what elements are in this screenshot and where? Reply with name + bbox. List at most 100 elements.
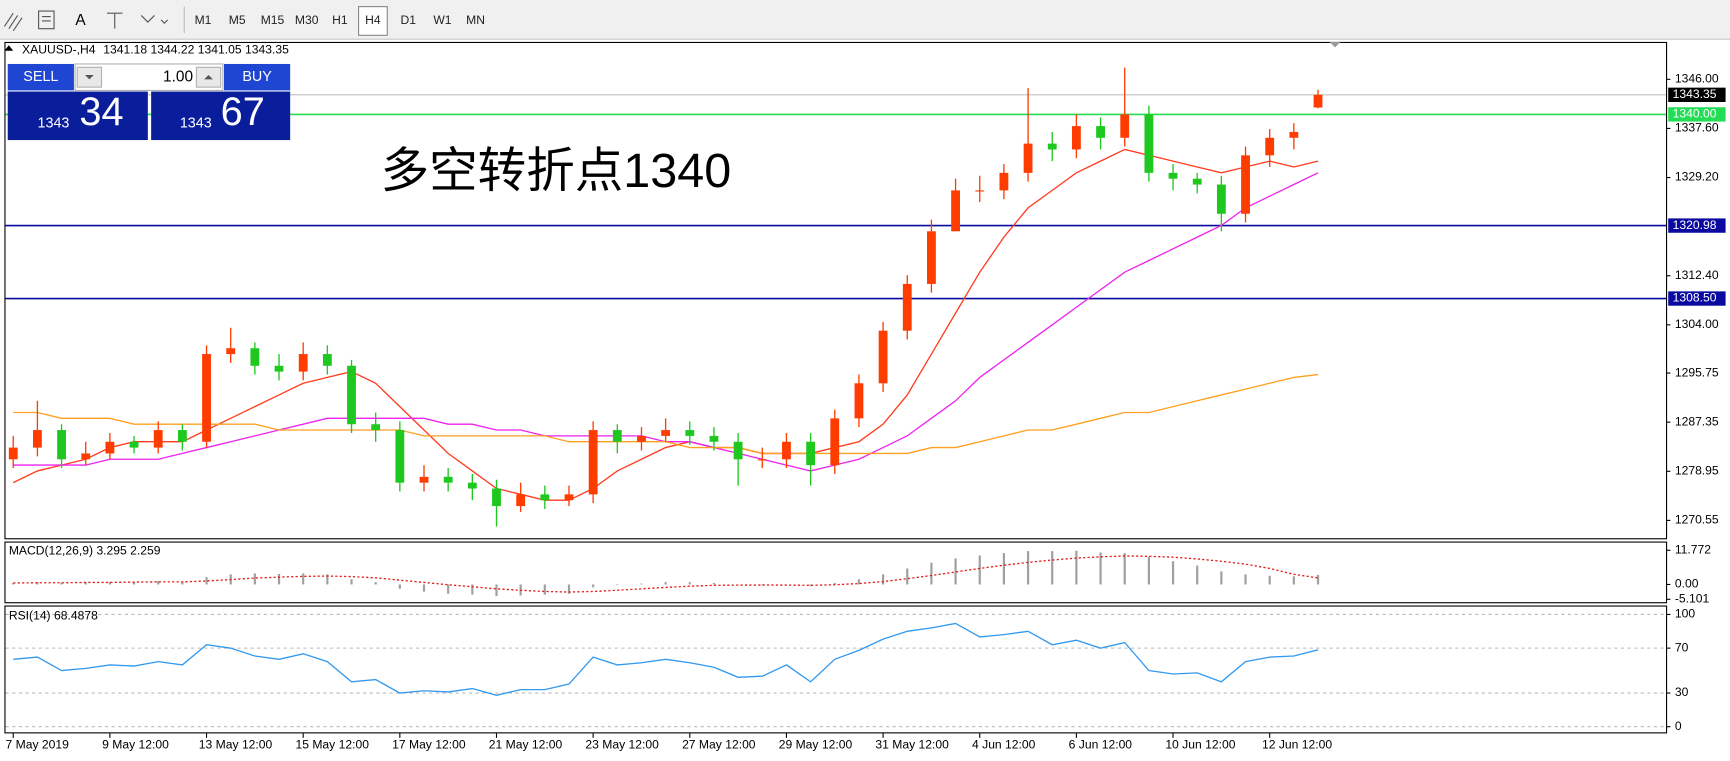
timeframe-button[interactable]: M30	[295, 13, 319, 27]
y-tick-label: 0.00	[1675, 577, 1699, 591]
price-label: 1343.35	[1673, 87, 1717, 101]
candle-body	[902, 283, 912, 331]
header-close: 1343.35	[245, 43, 289, 57]
symbol: XAUUSD-,H4	[22, 43, 96, 57]
x-tick-label: 7 May 2019	[6, 738, 70, 752]
candle-body	[806, 441, 816, 466]
candle-body	[492, 488, 501, 507]
timeframe-button[interactable]: W1	[433, 13, 451, 27]
y-tick-label: 1270.55	[1675, 513, 1719, 527]
x-tick-label: 15 May 12:00	[295, 738, 369, 752]
candle-body	[709, 435, 719, 442]
candle-body	[975, 190, 985, 192]
x-tick-label: 31 May 12:00	[875, 738, 949, 752]
level-label-box	[1668, 107, 1726, 122]
candle-body	[1216, 184, 1226, 214]
timeframe-button[interactable]: M5	[229, 13, 246, 27]
chart-header: XAUUSD-,H4 1341.18 1344.22 1341.05 1343.…	[22, 43, 289, 57]
timeframe-button[interactable]: H4	[365, 13, 381, 27]
rsi-legend: RSI(14) 68.4878	[9, 609, 98, 623]
candle-body	[1168, 172, 1178, 179]
y-tick-label: 1295.75	[1675, 365, 1719, 379]
buy-label[interactable]: BUY	[242, 69, 272, 85]
candle-body	[443, 476, 453, 483]
rsi-line	[13, 622, 1319, 696]
candle-body	[57, 430, 66, 460]
lot-input[interactable]: 1.00	[163, 68, 193, 85]
timeframe-active	[358, 6, 388, 36]
candle-body	[540, 494, 550, 501]
collapse-arrow[interactable]	[4, 45, 14, 51]
header-open: 1341.18	[103, 43, 147, 57]
macd-signal	[13, 555, 1319, 593]
x-tick-label: 17 May 12:00	[392, 738, 466, 752]
candle-body	[322, 354, 332, 366]
x-tick-label: 21 May 12:00	[489, 738, 563, 752]
candle-body	[467, 482, 477, 489]
candle-body	[661, 430, 671, 436]
bid-box[interactable]	[7, 91, 148, 141]
y-tick-label: 1304.00	[1675, 317, 1719, 331]
timeframe-button[interactable]: H1	[332, 13, 348, 27]
x-tick-label: 4 Jun 12:00	[972, 738, 1036, 752]
y-tick-label: 70	[1675, 640, 1689, 654]
timeframe-button[interactable]: D1	[400, 13, 416, 27]
candle-body	[395, 430, 405, 483]
sell-button[interactable]	[7, 63, 74, 91]
candle-body	[1047, 143, 1057, 150]
bid-small: 34	[79, 90, 123, 134]
annotation: 多空转折点1340	[381, 144, 732, 198]
fibo-tool-icon[interactable]	[38, 10, 55, 30]
candle-body	[105, 441, 115, 454]
candle-body	[1313, 94, 1323, 108]
header-low: 1341.05	[198, 43, 242, 57]
text-tool[interactable]: A	[75, 12, 86, 29]
candle-body	[371, 424, 381, 431]
moving-average	[12, 148, 1319, 501]
grid-tool-icon[interactable]	[3, 12, 23, 32]
label-tool-icon[interactable]	[107, 12, 123, 29]
header-high: 1344.22	[151, 43, 195, 57]
candle-body	[1289, 131, 1299, 138]
rsi-value: 68.4878	[54, 609, 98, 623]
y-tick-label: 1312.40	[1675, 268, 1719, 282]
timeframe-button[interactable]: M1	[195, 13, 212, 27]
y-tick-label: 1346.00	[1675, 72, 1719, 86]
ask-big: 1343	[180, 115, 212, 131]
y-tick-label: 1287.35	[1675, 414, 1719, 428]
ask-box[interactable]	[151, 91, 291, 141]
timeframe-button[interactable]: MN	[466, 13, 485, 27]
tool-icons	[3, 6, 185, 34]
timeframe-bar: M1 M5 M15 M30 H1 H4 D1 W1 MN	[195, 6, 485, 36]
sell-label[interactable]: SELL	[23, 69, 58, 85]
candle-body	[32, 430, 42, 448]
candle-body	[1192, 178, 1202, 185]
buy-button[interactable]	[223, 63, 291, 91]
candle-body	[564, 494, 574, 501]
shift-marker	[1329, 41, 1341, 48]
rsi-panel	[4, 605, 1668, 734]
candle-body	[757, 459, 767, 461]
x-tick-label: 23 May 12:00	[585, 738, 659, 752]
candle-body	[612, 430, 622, 442]
x-tick-label: 13 May 12:00	[199, 738, 273, 752]
candle-body	[250, 348, 260, 366]
y-tick-label: -5.101	[1675, 591, 1710, 605]
y-tick-label: 1278.95	[1675, 463, 1719, 477]
shapes-tool-icon[interactable]	[140, 15, 169, 24]
level-label: 1340.00	[1673, 107, 1717, 121]
level-label: 1308.50	[1673, 291, 1717, 305]
y-tick-label: 11.772	[1675, 542, 1711, 556]
candle-body	[153, 430, 163, 448]
candle-body	[8, 447, 18, 460]
macd-legend: MACD(12,26,9) 3.295 2.259	[9, 544, 161, 558]
y-tick-label: 1337.60	[1675, 121, 1719, 135]
candle-body	[81, 453, 91, 460]
candle-body	[685, 430, 695, 436]
lot-up-icon	[204, 74, 213, 80]
candle-body	[1023, 143, 1033, 173]
level-label-box	[1668, 218, 1726, 233]
trade-panel: SELL 1.00 BUY 1343 34 1343 67	[7, 63, 291, 141]
candle-body	[854, 383, 864, 419]
timeframe-button[interactable]: M15	[261, 13, 285, 27]
